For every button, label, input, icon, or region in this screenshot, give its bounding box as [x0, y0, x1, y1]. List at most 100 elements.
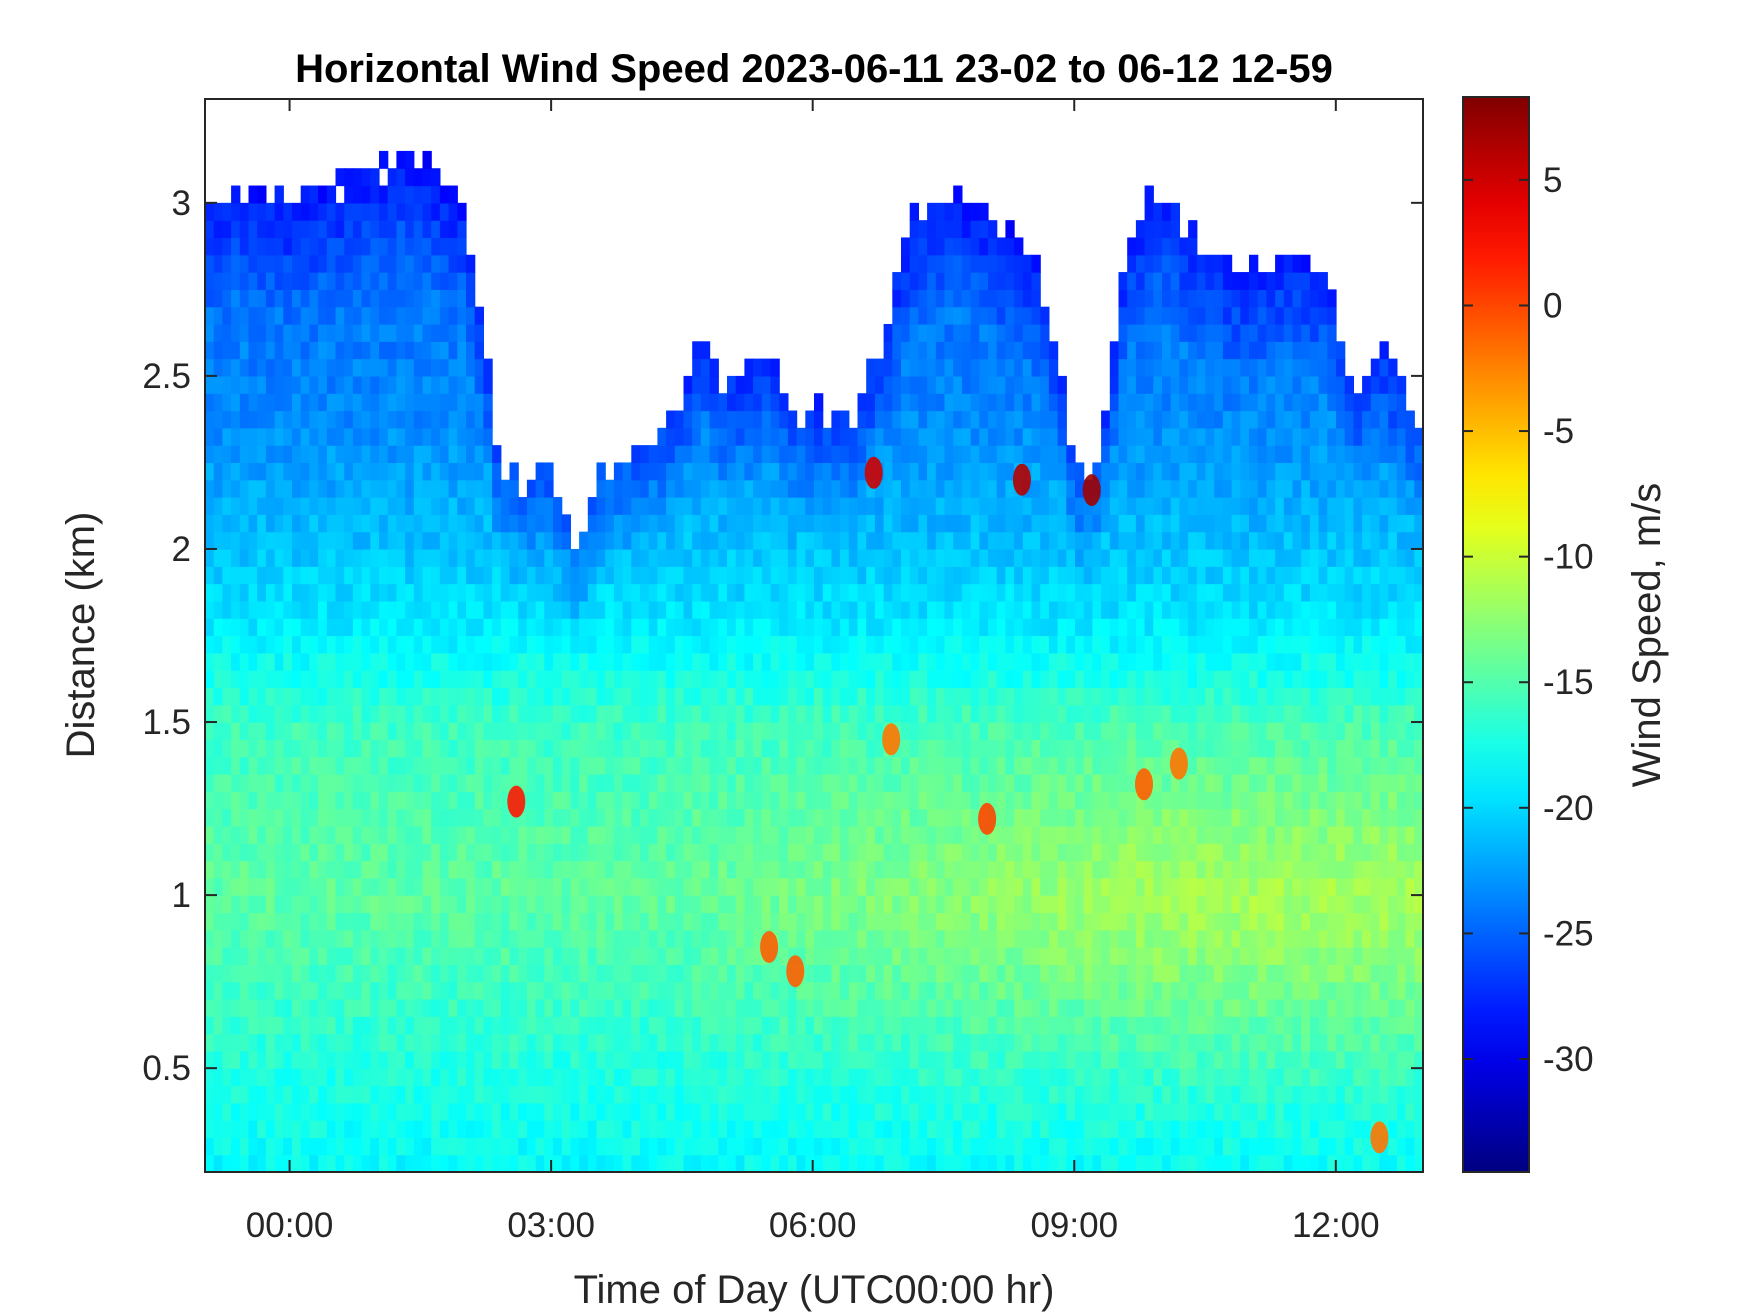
heat-cell — [535, 912, 545, 931]
heat-cell — [274, 323, 284, 342]
heat-cell — [866, 618, 876, 637]
heat-cell — [474, 583, 484, 602]
heat-cell — [953, 1016, 963, 1035]
heat-cell — [683, 998, 693, 1017]
heat-cell — [718, 756, 728, 775]
heat-cell — [901, 289, 911, 308]
heat-cell — [640, 497, 650, 515]
heat-cell — [761, 670, 772, 689]
heat-cell — [379, 548, 389, 567]
heat-cell — [318, 773, 328, 792]
heat-cell — [483, 843, 493, 862]
heat-cell — [483, 825, 493, 844]
heat-cell — [787, 462, 798, 481]
heat-cell — [909, 600, 919, 619]
heat-cell — [866, 548, 876, 567]
heat-cell — [344, 1068, 354, 1087]
heat-cell — [1057, 877, 1067, 896]
heat-cell — [257, 202, 267, 221]
heat-cell — [1048, 843, 1059, 862]
heat-cell — [379, 670, 389, 689]
heat-cell — [596, 964, 606, 983]
heat-cell — [979, 964, 989, 983]
heat-cell — [587, 964, 598, 983]
heat-cell — [265, 652, 276, 671]
heat-cell — [361, 1016, 371, 1035]
heat-cell — [448, 843, 458, 862]
heat-cell — [727, 998, 737, 1017]
heat-cell — [535, 1102, 545, 1121]
heat-cell — [422, 272, 432, 290]
heat-cell — [231, 877, 241, 896]
heat-cell — [231, 895, 241, 914]
heat-cell — [718, 687, 728, 706]
heat-cell — [640, 600, 650, 619]
heat-cell — [448, 479, 458, 498]
heat-cell — [735, 1050, 745, 1069]
heat-cell — [613, 497, 624, 515]
heat-cell — [431, 998, 441, 1017]
heat-cell — [413, 670, 424, 689]
heat-cell — [692, 531, 702, 550]
heat-cell — [405, 323, 415, 342]
heat-cell — [483, 462, 493, 481]
heat-cell — [300, 722, 310, 740]
heat-cell — [300, 860, 310, 879]
heat-cell — [413, 964, 424, 983]
heat-cell — [500, 998, 511, 1017]
heat-cell — [544, 618, 554, 637]
heat-cell — [787, 427, 798, 446]
heat-cell — [822, 1102, 832, 1121]
heat-cell — [257, 1050, 267, 1069]
heat-cell — [300, 929, 310, 948]
heat-cell — [422, 652, 432, 671]
heat-cell — [292, 635, 302, 654]
heat-cell — [335, 964, 345, 983]
heat-cell — [526, 964, 537, 983]
heat-cell — [857, 756, 867, 775]
heat-cell — [570, 808, 580, 827]
heat-cell — [727, 947, 737, 965]
heat-cell — [779, 1050, 789, 1069]
heat-cell — [509, 981, 519, 1000]
heat-cell — [205, 998, 215, 1017]
heat-cell — [631, 1102, 641, 1121]
heat-cell — [387, 1050, 397, 1069]
heat-cell — [526, 479, 537, 498]
heat-cell — [718, 877, 728, 896]
heat-cell — [988, 358, 998, 377]
heat-cell — [979, 254, 989, 273]
heat-cell — [422, 410, 432, 429]
heat-cell — [692, 1016, 702, 1035]
heat-cell — [692, 739, 702, 758]
heat-cell — [431, 825, 441, 844]
heat-cell — [1014, 410, 1024, 429]
heat-cell — [674, 462, 685, 481]
heat-cell — [1014, 1102, 1024, 1121]
heat-cell — [918, 548, 928, 567]
heat-cell — [300, 912, 310, 931]
heat-cell — [413, 375, 424, 394]
heat-cell — [1075, 895, 1085, 914]
heat-cell — [979, 998, 989, 1017]
heat-cell — [387, 1154, 397, 1172]
heat-cell — [718, 1016, 728, 1035]
heat-cell — [727, 1102, 737, 1121]
heat-cell — [231, 1016, 241, 1035]
heatmap-cells — [205, 150, 1423, 1172]
heat-cell — [370, 739, 380, 758]
heat-cell — [509, 1137, 519, 1156]
heat-cell — [361, 289, 371, 308]
heat-cell — [631, 531, 641, 550]
heat-cell — [1066, 998, 1076, 1017]
heat-cell — [300, 808, 310, 827]
heat-cell — [553, 635, 563, 654]
heat-cell — [874, 739, 885, 758]
heat-cell — [944, 1068, 954, 1087]
heat-cell — [335, 1137, 345, 1156]
heat-cell — [631, 600, 641, 619]
heat-cell — [535, 1120, 545, 1138]
heat-cell — [883, 773, 893, 792]
heat-cell — [961, 1154, 972, 1172]
heat-cell — [561, 600, 571, 619]
